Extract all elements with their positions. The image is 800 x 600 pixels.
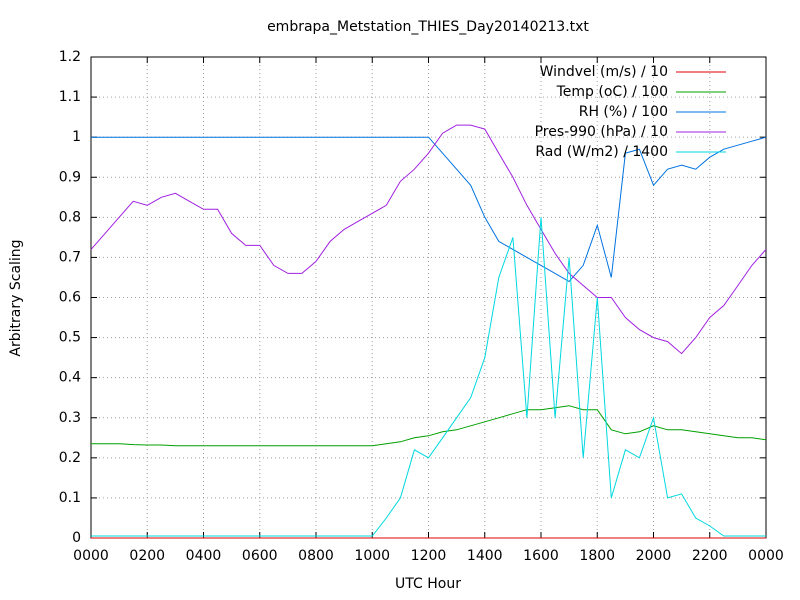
- series-line: [91, 136, 767, 283]
- x-tick-label: 2000: [636, 548, 672, 564]
- x-tick-label: 1800: [579, 548, 615, 564]
- chart-title: embrapa_Metstation_THIES_Day20140213.txt: [267, 19, 589, 35]
- x-axis-label: UTC Hour: [395, 576, 461, 592]
- y-tick-label: 1.1: [59, 89, 81, 105]
- y-tick-label: 1: [72, 129, 81, 145]
- series-line: [90, 124, 767, 355]
- legend-label: RH (%) / 100: [579, 104, 668, 120]
- y-tick-label: 0.5: [59, 330, 81, 346]
- y-tick-label: 0.9: [59, 169, 81, 185]
- series-line: [91, 405, 767, 447]
- y-tick-label: 0.1: [59, 490, 81, 506]
- legend-label: Windvel (m/s) / 10: [540, 64, 668, 80]
- y-tick-label: 0: [72, 530, 81, 546]
- x-tick-label: 1200: [411, 548, 447, 564]
- x-tick-label: 1400: [467, 548, 503, 564]
- x-tick-label: 2200: [692, 548, 728, 564]
- y-tick-label: 0.4: [59, 370, 81, 386]
- y-tick-label: 0.2: [59, 450, 81, 466]
- x-tick-label: 0400: [186, 548, 222, 564]
- y-tick-label: 1.2: [59, 49, 81, 65]
- y-tick-label: 0.3: [59, 410, 81, 426]
- legend-label: Pres-990 (hPa) / 10: [535, 124, 668, 140]
- x-tick-label: 1600: [523, 548, 559, 564]
- legend-label: Rad (W/m2) / 1400: [535, 144, 668, 160]
- y-tick-label: 0.6: [59, 290, 81, 306]
- x-tick-label: 0800: [298, 548, 334, 564]
- x-tick-label: 0000: [748, 548, 784, 564]
- legend-label: Temp (oC) / 100: [556, 84, 668, 100]
- y-tick-label: 0.7: [59, 249, 81, 265]
- x-tick-label: 0200: [129, 548, 165, 564]
- x-tick-label: 1000: [354, 548, 390, 564]
- series-line: [91, 217, 766, 537]
- x-tick-label: 0000: [73, 548, 109, 564]
- y-tick-label: 0.8: [59, 209, 81, 225]
- x-tick-label: 0600: [242, 548, 278, 564]
- y-axis-label: Arbitrary Scaling: [8, 239, 24, 356]
